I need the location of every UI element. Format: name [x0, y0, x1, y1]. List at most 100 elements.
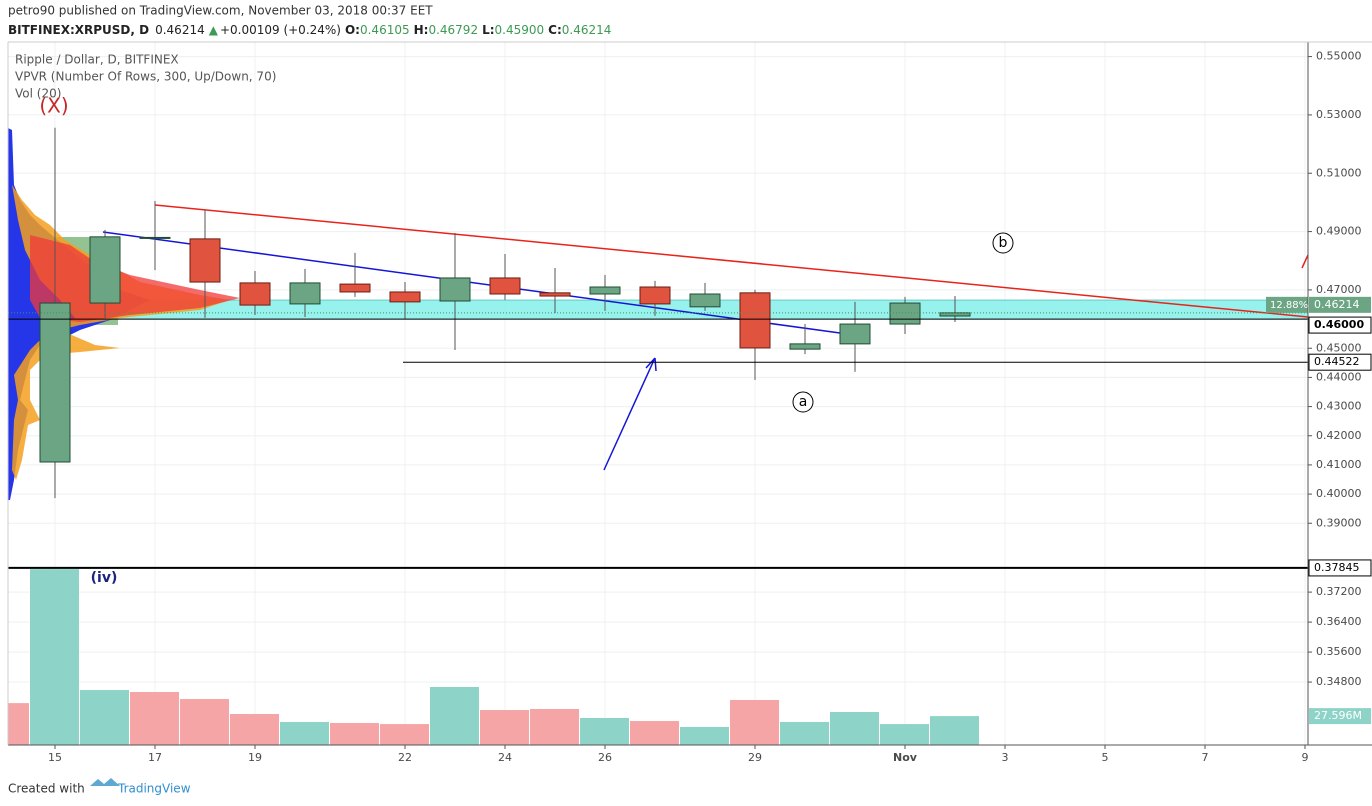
volume-bar [780, 721, 829, 745]
legend: VPVR (Number Of Rows, 300, Up/Down, 70) [15, 70, 276, 84]
candle-body [539, 292, 571, 297]
volume-bar [630, 721, 679, 745]
wave-label: b [999, 235, 1008, 251]
candle-body [789, 343, 821, 350]
candle-body [639, 286, 671, 305]
volume-bar [580, 717, 629, 745]
header-part: L: [482, 23, 494, 37]
y-tick-label: 0.53000 [1316, 108, 1362, 121]
x-tick-label: 7 [1202, 751, 1209, 764]
x-tick-label: Nov [893, 751, 918, 764]
volume-bar [430, 686, 479, 745]
volume-tag: 27.596M [1314, 709, 1362, 722]
candle-body [939, 312, 971, 317]
legend: Ripple / Dollar, D, BITFINEX [15, 53, 179, 67]
x-tick-label: 17 [148, 751, 162, 764]
pct-tag: 12.88% [1270, 300, 1308, 311]
candles [39, 127, 971, 499]
arrow-head [645, 357, 657, 372]
header-part: +0.00109 (+0.24%) [220, 23, 341, 37]
volume-bar [330, 723, 379, 745]
volume-bar [930, 716, 979, 745]
volume-bar [830, 712, 879, 745]
candle-body [189, 238, 221, 283]
volume-tag-bg [1309, 708, 1371, 725]
legend: Vol (20) [15, 87, 61, 101]
volume-bar [380, 724, 429, 745]
candle-body [289, 282, 321, 305]
x-tick-label: 5 [1102, 751, 1109, 764]
x-tick-label: 3 [1002, 751, 1009, 764]
header-part: O: [345, 23, 360, 37]
pct-bg [1266, 296, 1308, 313]
tag-bg [1308, 316, 1372, 334]
candle-body [439, 277, 471, 302]
trendline [102, 231, 841, 334]
candle-body [589, 286, 621, 295]
wave-label: (X) [39, 94, 68, 118]
header-part: 0.45900 [495, 23, 545, 37]
trendline [1301, 254, 1309, 269]
header-part: BITFINEX:XRPUSD, D [8, 23, 149, 37]
published: petro90 published on TradingView.com, No… [8, 4, 433, 18]
volume-bar [8, 703, 29, 745]
volume-bar [130, 692, 179, 745]
plot: 15 17 19 22 24 26 29 Nov 3 5 7 9 0.39000 0.40000 0.410… [7, 41, 1372, 764]
y-tick-label: 0.36400 [1316, 615, 1362, 628]
y-tick-label: 0.42000 [1316, 429, 1362, 442]
y-tick-label: 0.47000 [1316, 283, 1362, 296]
candle-body [889, 302, 921, 325]
y-tick-label: 0.43000 [1316, 400, 1362, 413]
y-tick-label: 0.51000 [1316, 166, 1362, 179]
candle-body [39, 302, 71, 463]
header-part: ▲ [209, 23, 219, 37]
tag-bg [1308, 559, 1372, 577]
candle-body [839, 323, 871, 345]
candle-body [139, 236, 171, 239]
logo [90, 778, 120, 786]
y-tick-label: 0.44000 [1316, 370, 1362, 383]
candle-body [89, 236, 121, 304]
wave-label: (iv) [91, 570, 118, 586]
x-tick-label: 24 [498, 751, 512, 764]
header-part: H: [414, 23, 429, 37]
x-tick-label: 26 [598, 751, 612, 764]
candle-body [489, 277, 521, 295]
label-circle [992, 232, 1014, 254]
x-tick-label: 19 [248, 751, 262, 764]
symbol-line: BITFINEX:XRPUSD, D 0.46214 ▲ +0.00109 (+0.2… [8, 23, 611, 37]
wave-label: a [799, 394, 808, 410]
volume-bar [180, 699, 229, 745]
trendline [154, 204, 1309, 318]
vpvr-red [30, 235, 240, 322]
volume-bar [280, 721, 329, 745]
candle-body [339, 283, 371, 293]
label-circle [792, 391, 814, 413]
y-tick-label: 0.45000 [1316, 341, 1362, 354]
header-part: 0.46792 [428, 23, 478, 37]
candle-body [689, 293, 721, 308]
volume-bar [30, 569, 79, 745]
footer-brand[interactable]: TradingView [117, 782, 191, 796]
candle-body [739, 292, 771, 349]
x-tick-label: 22 [398, 751, 412, 764]
tag-bg [1308, 353, 1372, 371]
price-tag: 0.37845 [1314, 561, 1360, 574]
volume [8, 569, 979, 745]
volume-bar [230, 714, 279, 745]
volume-bar [480, 710, 529, 745]
volume-bar [80, 690, 129, 745]
volume-bar [730, 699, 779, 745]
x-tick-label: 29 [748, 751, 762, 764]
y-tick-label: 0.49000 [1316, 225, 1362, 238]
y-tick-label: 0.39000 [1316, 516, 1362, 529]
candle-body [389, 291, 421, 303]
tag-bg [1309, 296, 1371, 313]
y-tick-label: 0.34800 [1316, 675, 1362, 688]
x-tick-label: 9 [1302, 751, 1309, 764]
price-tag: 0.46000 [1314, 318, 1364, 331]
volume-bar [880, 724, 929, 745]
volume-bar [530, 708, 579, 745]
